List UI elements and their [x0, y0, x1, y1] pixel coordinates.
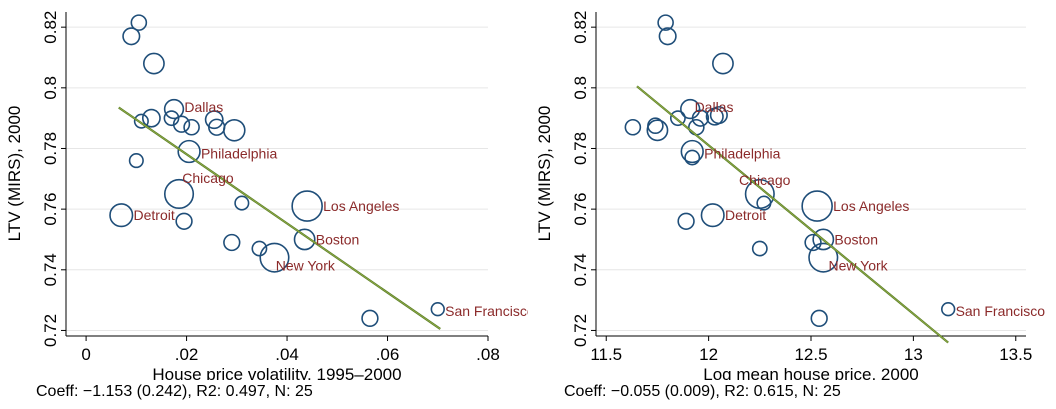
x-tick-label: 11.5 [590, 345, 622, 364]
data-point [712, 52, 734, 75]
data-point [812, 228, 835, 251]
city-label: Los Angeles [323, 198, 399, 214]
y-tick-label: 0.78 [571, 132, 590, 165]
city-label: New York [276, 258, 336, 274]
city-label: Dallas [695, 99, 734, 115]
data-point [801, 190, 833, 222]
y-tick-label: 0.76 [41, 193, 60, 226]
y-tick-label: 0.8 [41, 76, 60, 100]
y-tick-label: 0.72 [571, 314, 590, 347]
city-label: New York [829, 258, 889, 274]
city-label: Dallas [184, 99, 223, 115]
y-tick-label: 0.72 [41, 314, 60, 347]
regression-footnote: Coeff: −0.055 (0.009), R2: 0.615, N: 25 [564, 383, 841, 400]
data-point [163, 110, 180, 127]
data-point [163, 178, 195, 210]
scatter-panel-volatility: 0.72 0.74 0.76 0.78 0.8 0.82 0 .02 .04 .06 .08 Hous… [5, 11, 528, 400]
data-point [361, 309, 379, 327]
data-point [646, 119, 669, 142]
y-tick-label: 0.74 [571, 253, 590, 286]
data-point [204, 110, 224, 130]
y-tick-label: 0.78 [41, 132, 60, 165]
data-point [141, 108, 161, 128]
city-label: Detroit [134, 207, 175, 223]
scatter-panel-log-price: 0.72 0.74 0.76 0.78 0.8 0.82 11.5 12 12.5 13 13.5 L… [528, 0, 1056, 409]
y-tick-label: 0.82 [41, 11, 60, 44]
x-tick-label: 0 [81, 345, 90, 364]
data-point [810, 309, 828, 327]
data-point [941, 302, 956, 317]
y-axis-title: LTV (MIRS), 2000 [5, 106, 24, 242]
data-point [709, 106, 728, 125]
data-point [259, 242, 290, 273]
data-point [222, 118, 246, 142]
x-tick-label: 12 [699, 345, 718, 364]
x-tick-label: 13.5 [999, 345, 1032, 364]
data-point [658, 27, 677, 46]
data-point [680, 139, 704, 164]
data-point [688, 118, 705, 136]
x-tick-label: .02 [175, 345, 199, 364]
data-point [293, 228, 316, 251]
city-label: San Francisco [956, 303, 1046, 319]
data-point [669, 110, 686, 127]
fit-line-highlight [636, 86, 949, 343]
data-point [700, 203, 725, 228]
city-label: Los Angeles [833, 198, 909, 214]
data-point [183, 118, 200, 136]
data-point [172, 115, 191, 133]
x-tick-label: 12.5 [794, 345, 827, 364]
data-point [677, 212, 695, 230]
data-point [234, 195, 250, 211]
data-point [657, 14, 674, 31]
x-axis-title: Log mean house price, 2000 [703, 365, 919, 380]
scatter-plot-log-price: 0.72 0.74 0.76 0.78 0.8 0.82 11.5 12 12.5 13 13.5 L… [535, 11, 1046, 380]
data-point [109, 203, 134, 228]
data-point [128, 153, 144, 169]
x-tick-label: .06 [376, 345, 400, 364]
data-point [691, 109, 710, 127]
x-tick-label: 13 [904, 345, 923, 364]
data-point [223, 233, 241, 252]
data-point [624, 118, 642, 136]
data-point [430, 302, 445, 317]
x-tick-label: .08 [476, 345, 500, 364]
scatter-plot-volatility: 0.72 0.74 0.76 0.78 0.8 0.82 0 .02 .04 .06 .08 Hous… [5, 11, 528, 380]
fit-line-highlight [118, 107, 441, 330]
data-point [177, 139, 201, 164]
city-label: Chicago [739, 172, 791, 188]
data-point [684, 149, 701, 166]
y-tick-label: 0.76 [571, 193, 590, 226]
data-point [133, 113, 149, 129]
x-axis-title: House price volatility, 1995–2000 [152, 365, 401, 380]
data-point [251, 240, 268, 257]
y-tick-label: 0.74 [41, 253, 60, 286]
data-point [130, 14, 148, 31]
data-point [680, 98, 701, 120]
city-label: Boston [316, 231, 360, 247]
regression-footnote: Coeff: −1.153 (0.242), R2: 0.497, N: 25 [36, 383, 313, 400]
data-point [175, 212, 193, 230]
city-label: San Francisco [445, 303, 528, 319]
data-point [751, 240, 768, 257]
city-label: Boston [834, 231, 878, 247]
y-tick-label: 0.8 [571, 76, 590, 100]
data-point [804, 233, 822, 252]
data-point [142, 52, 165, 75]
x-tick-label: .04 [275, 345, 299, 364]
city-label: Philadelphia [201, 146, 277, 162]
city-label: Philadelphia [704, 146, 780, 162]
y-axis-title: LTV (MIRS), 2000 [535, 106, 554, 242]
city-label: Chicago [182, 170, 234, 186]
data-point [122, 27, 141, 46]
y-tick-label: 0.82 [571, 11, 590, 44]
data-point [163, 98, 185, 120]
data-point [808, 242, 839, 273]
data-point [291, 190, 323, 222]
city-label: Detroit [725, 207, 766, 223]
data-point [756, 195, 772, 211]
